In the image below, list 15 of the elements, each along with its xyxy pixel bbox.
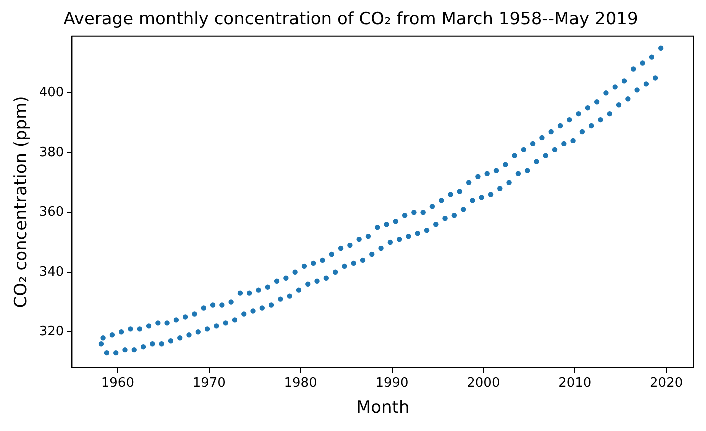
x-tick-label: 2000 <box>467 376 500 392</box>
x-axis-title: Month <box>356 398 410 418</box>
x-tick-label: 1980 <box>284 376 318 392</box>
x-tick-label: 1970 <box>192 376 226 392</box>
y-axis-title: CO₂ concentration (ppm) <box>12 96 32 308</box>
x-tick-label: 2020 <box>650 376 684 392</box>
chart-title: Average monthly concentration of CO₂ from March 1958--May 2019 <box>64 10 638 30</box>
x-tick-label: 2010 <box>558 376 592 392</box>
x-tick-label: 1960 <box>101 376 134 392</box>
y-tick-label: 400 <box>39 86 64 101</box>
x-tick-label: 1990 <box>376 376 409 392</box>
y-tick-label: 380 <box>39 145 64 160</box>
y-tick-label: 360 <box>39 205 64 220</box>
y-tick-label: 320 <box>39 324 64 340</box>
y-tick-label: 340 <box>39 264 64 280</box>
